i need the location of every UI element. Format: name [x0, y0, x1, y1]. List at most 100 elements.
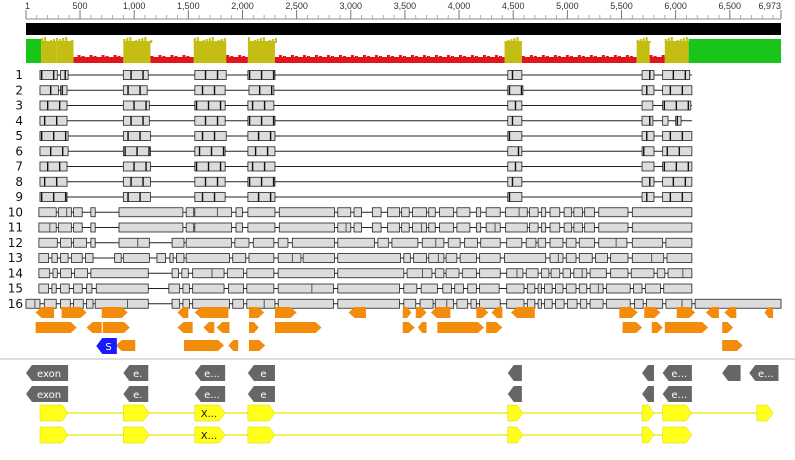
- sequence-block[interactable]: [247, 161, 276, 172]
- sequence-block[interactable]: [277, 237, 289, 248]
- sequence-block[interactable]: [421, 237, 445, 248]
- sequence-block[interactable]: [372, 207, 382, 218]
- sequence-block[interactable]: [246, 268, 275, 279]
- sequence-block[interactable]: [194, 131, 227, 141]
- sequence-block[interactable]: [403, 298, 417, 309]
- sequence-block[interactable]: [401, 207, 410, 218]
- sequence-block[interactable]: [507, 131, 523, 141]
- sequence-block[interactable]: [631, 253, 665, 263]
- sequence-block[interactable]: [507, 192, 523, 202]
- orf-annotation-track[interactable]: [35, 307, 774, 351]
- sequence-block[interactable]: [610, 253, 629, 263]
- sequence-block[interactable]: [194, 70, 227, 80]
- sequence-block[interactable]: [544, 283, 553, 294]
- sequence-block[interactable]: [70, 253, 83, 263]
- sequence-block[interactable]: [479, 298, 501, 309]
- sequence-block[interactable]: [467, 283, 477, 294]
- orf-annotation[interactable]: [35, 307, 55, 318]
- orf-annotation[interactable]: [115, 340, 136, 351]
- sequence-block[interactable]: [584, 207, 595, 218]
- gene-annotation[interactable]: [194, 386, 226, 402]
- sequence-block[interactable]: [641, 70, 655, 80]
- sequence-block[interactable]: [86, 283, 93, 294]
- sequence-block[interactable]: [447, 237, 461, 248]
- sequence-block[interactable]: [277, 283, 334, 294]
- sequence-block[interactable]: [641, 192, 655, 202]
- sequence-block[interactable]: [90, 207, 96, 218]
- orf-annotation[interactable]: [664, 322, 709, 333]
- orf-annotation[interactable]: [203, 322, 215, 333]
- sequence-block[interactable]: [291, 237, 335, 248]
- sequence-block[interactable]: [662, 176, 693, 187]
- orf-annotation[interactable]: [476, 307, 489, 318]
- sequence-row[interactable]: 10: [8, 205, 693, 219]
- sequence-block[interactable]: [506, 283, 525, 294]
- sequence-block[interactable]: [428, 207, 436, 218]
- sequence-block[interactable]: [563, 207, 573, 218]
- sequence-block[interactable]: [507, 85, 524, 96]
- orf-annotation[interactable]: [430, 307, 451, 318]
- sequence-block[interactable]: [589, 298, 604, 309]
- sequence-block[interactable]: [39, 176, 68, 187]
- sequence-block[interactable]: [337, 237, 375, 248]
- sequence-block[interactable]: [442, 283, 452, 294]
- sequence-block[interactable]: [192, 283, 225, 294]
- sequence-block[interactable]: [192, 268, 225, 279]
- sequence-block[interactable]: [122, 115, 150, 126]
- orf-annotation[interactable]: [35, 322, 77, 333]
- sequence-block[interactable]: [403, 283, 418, 294]
- sequence-block[interactable]: [337, 283, 400, 294]
- sequence-block[interactable]: [122, 100, 150, 111]
- sequence-block[interactable]: [118, 237, 150, 248]
- sequence-block[interactable]: [247, 207, 276, 218]
- sequence-block[interactable]: [52, 268, 58, 279]
- gene-annotation[interactable]: [26, 365, 69, 381]
- sequence-block[interactable]: [506, 237, 523, 248]
- sequence-block[interactable]: [194, 192, 226, 202]
- sequence-block[interactable]: [73, 283, 83, 294]
- transcript-exon[interactable]: [39, 426, 69, 444]
- sequence-block[interactable]: [605, 283, 631, 294]
- sequence-block[interactable]: [598, 237, 628, 248]
- sequence-block[interactable]: [401, 222, 410, 233]
- transcript-exon[interactable]: [247, 426, 276, 444]
- sequence-block[interactable]: [663, 283, 693, 294]
- sequence-block[interactable]: [565, 237, 577, 248]
- sequence-block[interactable]: [662, 70, 691, 80]
- sequence-block[interactable]: [227, 283, 244, 294]
- sequence-block[interactable]: [589, 283, 604, 294]
- sequence-block[interactable]: [464, 237, 478, 248]
- orf-annotation[interactable]: [511, 307, 535, 318]
- sequence-block[interactable]: [185, 253, 230, 263]
- orf-annotation[interactable]: [86, 322, 102, 333]
- sequence-block[interactable]: [445, 253, 458, 263]
- orf-annotation[interactable]: [722, 322, 734, 333]
- sequence-block[interactable]: [573, 268, 588, 279]
- orf-annotation[interactable]: [486, 322, 503, 333]
- transcript-exon[interactable]: [194, 404, 226, 422]
- sequence-block[interactable]: [38, 207, 57, 218]
- sequence-block[interactable]: [584, 222, 595, 233]
- gene-annotation[interactable]: [247, 386, 275, 402]
- sequence-block[interactable]: [39, 115, 68, 126]
- orf-annotation[interactable]: [402, 307, 412, 318]
- sequence-row[interactable]: 11: [8, 221, 693, 235]
- sequence-block[interactable]: [605, 298, 631, 309]
- sequence-block[interactable]: [662, 131, 693, 141]
- sequence-row[interactable]: 15: [8, 282, 693, 296]
- sequence-block[interactable]: [641, 146, 655, 157]
- sequence-block[interactable]: [529, 207, 539, 218]
- sequence-block[interactable]: [387, 207, 400, 218]
- sequence-block[interactable]: [194, 161, 226, 172]
- transcript-exon[interactable]: [194, 426, 226, 444]
- sequence-block[interactable]: [540, 207, 547, 218]
- sequence-row[interactable]: 9: [15, 190, 693, 204]
- sequence-block[interactable]: [439, 207, 455, 218]
- orf-annotation[interactable]: [348, 307, 366, 318]
- sequence-block[interactable]: [171, 237, 185, 248]
- sequence-block[interactable]: [232, 253, 247, 263]
- sequence-block[interactable]: [85, 253, 94, 263]
- sequence-block[interactable]: [475, 222, 482, 233]
- sequence-block[interactable]: [122, 192, 151, 202]
- sequence-block[interactable]: [549, 237, 564, 248]
